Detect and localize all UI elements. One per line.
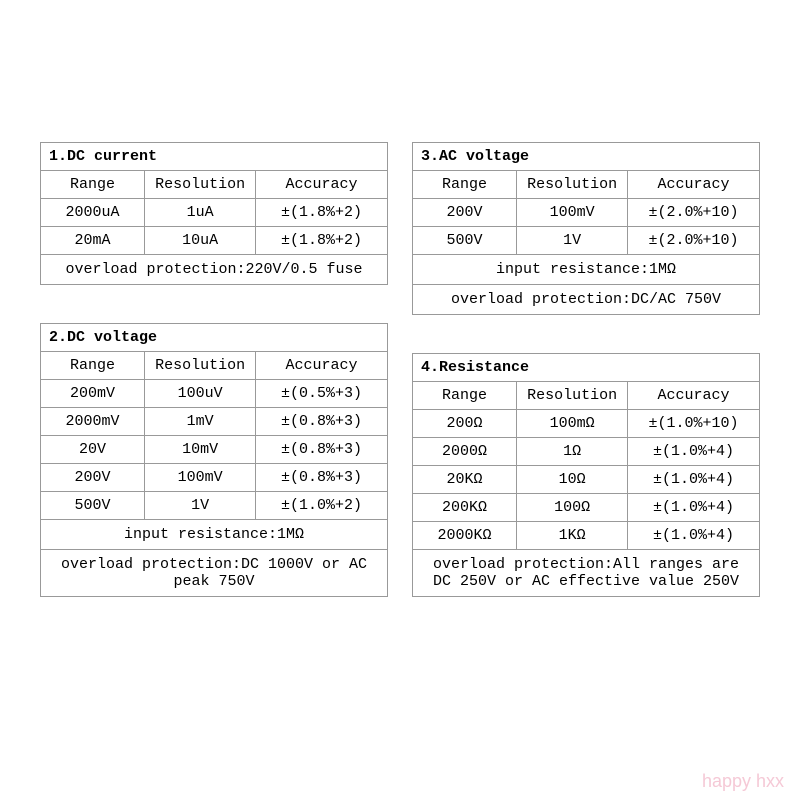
table-row: 20KΩ 10Ω ±(1.0%+4) xyxy=(413,466,760,494)
cell-range: 200V xyxy=(41,464,145,492)
table-row: 200Ω 100mΩ ±(1.0%+10) xyxy=(413,410,760,438)
cell-range: 200V xyxy=(413,199,517,227)
table-row: 200mV 100uV ±(0.5%+3) xyxy=(41,380,388,408)
ac-voltage-table: 3.AC voltage Range Resolution Accuracy 2… xyxy=(412,142,760,315)
header-accuracy: Accuracy xyxy=(256,171,388,199)
cell-range: 200Ω xyxy=(413,410,517,438)
cell-accuracy: ±(2.0%+10) xyxy=(628,227,760,255)
cell-range: 2000uA xyxy=(41,199,145,227)
cell-accuracy: ±(0.8%+3) xyxy=(256,464,388,492)
header-range: Range xyxy=(413,171,517,199)
cell-range: 500V xyxy=(413,227,517,255)
header-range: Range xyxy=(413,382,517,410)
cell-accuracy: ±(1.0%+10) xyxy=(628,410,760,438)
cell-accuracy: ±(1.0%+4) xyxy=(628,466,760,494)
cell-resolution: 10Ω xyxy=(517,466,628,494)
cell-accuracy: ±(0.8%+3) xyxy=(256,436,388,464)
cell-accuracy: ±(0.5%+3) xyxy=(256,380,388,408)
header-resolution: Resolution xyxy=(145,352,256,380)
header-range: Range xyxy=(41,352,145,380)
header-accuracy: Accuracy xyxy=(628,382,760,410)
table-note: overload protection:220V/0.5 fuse xyxy=(41,255,388,285)
table-note: input resistance:1MΩ xyxy=(41,520,388,550)
table-row: 20V 10mV ±(0.8%+3) xyxy=(41,436,388,464)
cell-range: 2000KΩ xyxy=(413,522,517,550)
cell-range: 200KΩ xyxy=(413,494,517,522)
table-row: 20mA 10uA ±(1.8%+2) xyxy=(41,227,388,255)
cell-resolution: 100uV xyxy=(145,380,256,408)
table-title: 1.DC current xyxy=(41,143,388,171)
cell-range: 200mV xyxy=(41,380,145,408)
cell-accuracy: ±(1.0%+4) xyxy=(628,522,760,550)
cell-resolution: 1V xyxy=(517,227,628,255)
table-note: overload protection:DC 1000V or AC peak … xyxy=(41,550,388,597)
table-row: 200V 100mV ±(0.8%+3) xyxy=(41,464,388,492)
table-row: 500V 1V ±(2.0%+10) xyxy=(413,227,760,255)
header-resolution: Resolution xyxy=(517,382,628,410)
cell-resolution: 1Ω xyxy=(517,438,628,466)
table-note: overload protection:DC/AC 750V xyxy=(413,285,760,315)
cell-accuracy: ±(1.0%+2) xyxy=(256,492,388,520)
table-title: 3.AC voltage xyxy=(413,143,760,171)
tables-grid: 1.DC current Range Resolution Accuracy 2… xyxy=(40,142,760,597)
table-row: 2000uA 1uA ±(1.8%+2) xyxy=(41,199,388,227)
watermark-text: happy hxx xyxy=(702,771,784,792)
table-row: 2000KΩ 1KΩ ±(1.0%+4) xyxy=(413,522,760,550)
table-note: input resistance:1MΩ xyxy=(413,255,760,285)
cell-resolution: 1KΩ xyxy=(517,522,628,550)
cell-resolution: 100mV xyxy=(517,199,628,227)
cell-resolution: 100Ω xyxy=(517,494,628,522)
table-note: overload protection:All ranges are DC 25… xyxy=(413,550,760,597)
dc-current-table: 1.DC current Range Resolution Accuracy 2… xyxy=(40,142,388,285)
table-row: 2000Ω 1Ω ±(1.0%+4) xyxy=(413,438,760,466)
resistance-table: 4.Resistance Range Resolution Accuracy 2… xyxy=(412,353,760,597)
table-row: 200V 100mV ±(2.0%+10) xyxy=(413,199,760,227)
cell-range: 2000mV xyxy=(41,408,145,436)
header-accuracy: Accuracy xyxy=(628,171,760,199)
cell-range: 2000Ω xyxy=(413,438,517,466)
cell-range: 20V xyxy=(41,436,145,464)
table-title: 4.Resistance xyxy=(413,354,760,382)
header-resolution: Resolution xyxy=(145,171,256,199)
cell-accuracy: ±(1.8%+2) xyxy=(256,199,388,227)
cell-accuracy: ±(2.0%+10) xyxy=(628,199,760,227)
cell-resolution: 1uA xyxy=(145,199,256,227)
cell-resolution: 100mV xyxy=(145,464,256,492)
cell-accuracy: ±(1.0%+4) xyxy=(628,438,760,466)
cell-resolution: 10uA xyxy=(145,227,256,255)
table-row: 500V 1V ±(1.0%+2) xyxy=(41,492,388,520)
cell-range: 20mA xyxy=(41,227,145,255)
cell-resolution: 1V xyxy=(145,492,256,520)
cell-range: 500V xyxy=(41,492,145,520)
table-row: 2000mV 1mV ±(0.8%+3) xyxy=(41,408,388,436)
cell-range: 20KΩ xyxy=(413,466,517,494)
header-accuracy: Accuracy xyxy=(256,352,388,380)
header-range: Range xyxy=(41,171,145,199)
cell-accuracy: ±(1.0%+4) xyxy=(628,494,760,522)
cell-resolution: 1mV xyxy=(145,408,256,436)
cell-resolution: 10mV xyxy=(145,436,256,464)
cell-accuracy: ±(0.8%+3) xyxy=(256,408,388,436)
header-resolution: Resolution xyxy=(517,171,628,199)
cell-resolution: 100mΩ xyxy=(517,410,628,438)
cell-accuracy: ±(1.8%+2) xyxy=(256,227,388,255)
table-title: 2.DC voltage xyxy=(41,324,388,352)
dc-voltage-table: 2.DC voltage Range Resolution Accuracy 2… xyxy=(40,323,388,597)
right-column: 3.AC voltage Range Resolution Accuracy 2… xyxy=(412,142,760,597)
left-column: 1.DC current Range Resolution Accuracy 2… xyxy=(40,142,388,597)
table-row: 200KΩ 100Ω ±(1.0%+4) xyxy=(413,494,760,522)
